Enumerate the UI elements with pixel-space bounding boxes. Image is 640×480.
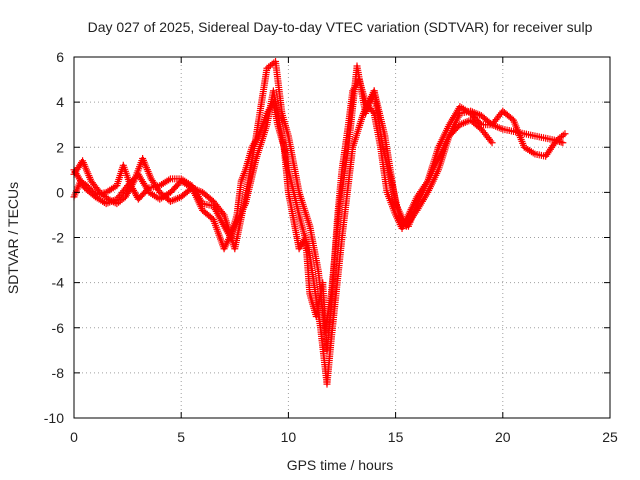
data-point-fill — [559, 131, 567, 139]
data-point — [488, 139, 496, 147]
data-point-fill — [476, 119, 484, 127]
x-axis-label: GPS time / hours — [287, 457, 394, 473]
y-tick-label: 2 — [56, 139, 64, 155]
data-point-fill — [219, 209, 227, 217]
y-tick-label: 4 — [56, 94, 64, 110]
data-points — [70, 58, 569, 388]
x-tick-label: 0 — [70, 429, 78, 445]
x-tick-label: 15 — [388, 429, 404, 445]
y-tick-label: 6 — [56, 49, 64, 65]
x-tick-label: 25 — [602, 429, 618, 445]
y-tick-label: -2 — [52, 230, 65, 246]
data-point — [561, 130, 569, 138]
data-point-fill — [369, 108, 377, 116]
y-tick-label: 0 — [56, 184, 64, 200]
x-tick-label: 20 — [495, 429, 511, 445]
y-tick-label: -10 — [44, 410, 64, 426]
axis-ticks: 0 5 10 15 20 25 -10 -8 -6 -4 -2 0 2 4 6 — [44, 49, 618, 445]
y-tick-label: -4 — [52, 275, 65, 291]
series-3 — [70, 58, 569, 336]
x-tick-label: 5 — [177, 429, 185, 445]
y-tick-label: -8 — [52, 365, 65, 381]
data-point — [559, 139, 567, 147]
x-tick-label: 10 — [281, 429, 297, 445]
data-point-fill — [487, 137, 495, 145]
y-tick-label: -6 — [52, 320, 65, 336]
y-axis-label: SDTVAR / TECUs — [5, 182, 21, 294]
data-point-fill — [95, 187, 103, 195]
chart-title: Day 027 of 2025, Sidereal Day-to-day VTE… — [88, 19, 593, 35]
